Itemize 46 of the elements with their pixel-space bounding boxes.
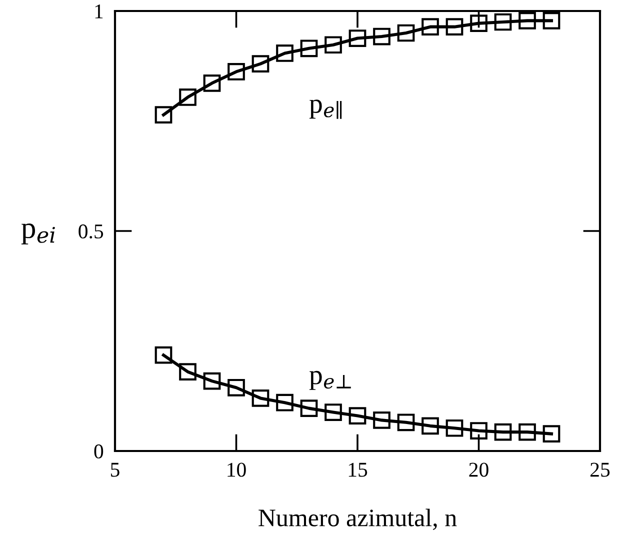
x-axis-title: Numero azimutal, n [258,508,457,530]
point [422,417,439,435]
point [154,106,172,124]
point [228,63,245,80]
point [203,74,221,92]
series-label: p$_{e⊥}$ [309,370,351,390]
point [300,400,318,418]
y-axis-title: p$_{ei}$ [21,223,55,244]
x-tick-label: 25 [590,462,610,477]
y-tick-label: 1 [95,4,103,18]
point [154,346,172,364]
point [324,36,342,54]
x-tick-label: 15 [348,462,368,477]
point [252,390,270,407]
y-tick-label: 0.5 [78,224,104,239]
point [179,363,196,380]
x-tick-label: 20 [469,462,488,477]
point [470,422,488,440]
point [348,30,366,47]
point [228,378,245,396]
point [494,13,512,31]
point [446,18,464,36]
point [373,28,390,46]
point [348,407,366,424]
point [518,12,536,30]
point [494,423,512,441]
point [324,404,342,421]
point [252,55,270,72]
point [397,24,415,42]
point [373,412,390,429]
point [300,40,318,58]
point [542,425,560,443]
point [203,372,221,390]
x-tick-label: 10 [228,462,246,477]
y-tick-label: 0 [94,444,104,458]
point [470,14,488,32]
point [446,419,464,437]
point [276,394,294,412]
point [518,423,536,441]
series-label: p$_{e∥}$ [309,100,342,119]
point [179,88,196,106]
point [276,44,294,62]
point [542,12,560,30]
point [422,18,439,36]
x-tick-label: 5 [111,462,120,477]
point [397,414,415,432]
